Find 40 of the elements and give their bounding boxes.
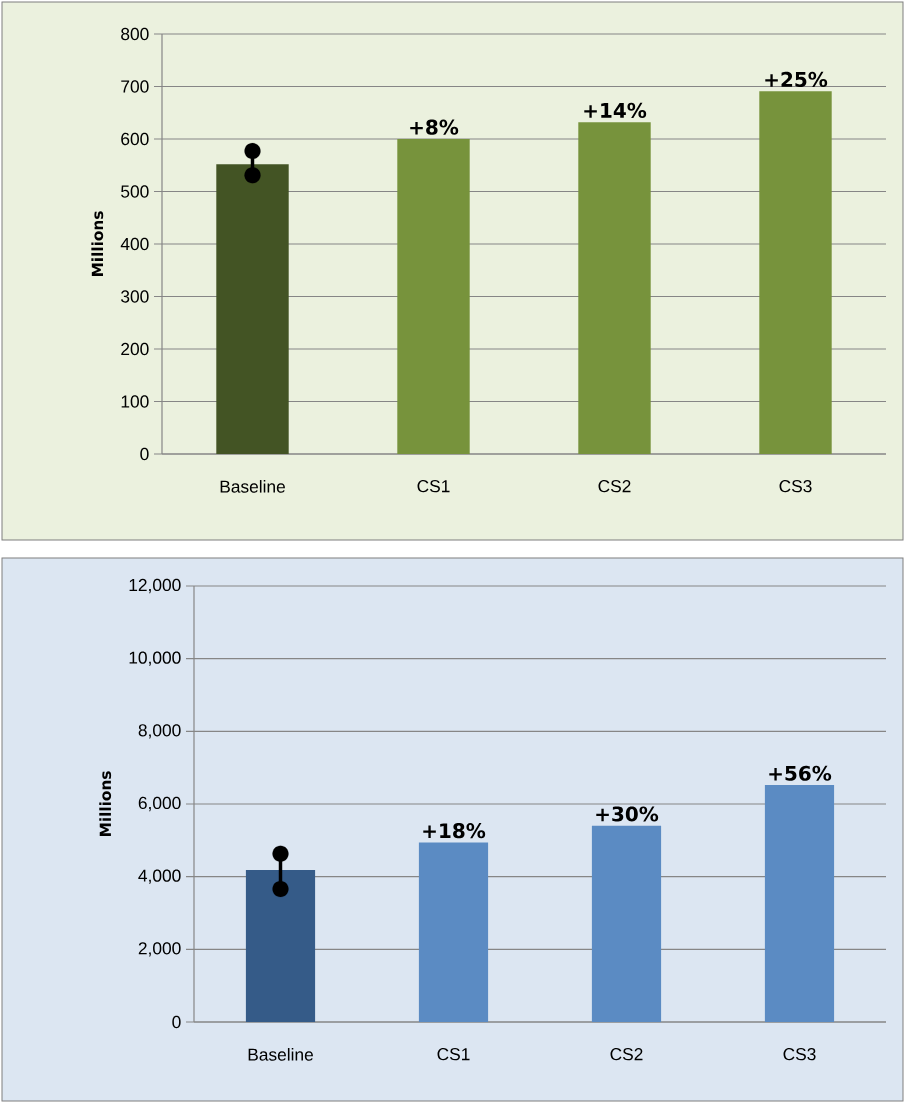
- y-tick-label: 200: [121, 342, 149, 356]
- y-tick-label: 700: [121, 80, 149, 93]
- x-tick-label: CS3: [783, 1048, 816, 1061]
- annotation: +56%: [769, 765, 832, 781]
- annotation: +14%: [584, 102, 647, 118]
- bar: [578, 122, 651, 454]
- y-tick-label: 6,000: [138, 796, 181, 812]
- annotation: +8%: [410, 119, 459, 135]
- y-tick-label: 600: [121, 132, 149, 146]
- y-tick-label: 10,000: [129, 651, 181, 666]
- bar: [245, 870, 316, 1022]
- x-tick-label: CS1: [437, 1048, 470, 1061]
- y-tick-label: 8,000: [138, 724, 181, 739]
- y-tick-label: 0: [172, 1015, 181, 1029]
- y-tick-label: 12,000: [129, 578, 181, 594]
- x-tick-label: CS2: [610, 1048, 643, 1061]
- y-axis-title: Millions: [99, 771, 112, 837]
- bar: [418, 842, 489, 1022]
- y-tick-label: 0: [140, 447, 149, 461]
- x-tick-label: CS2: [598, 480, 631, 493]
- x-tick-label: Baseline: [248, 1048, 313, 1061]
- bar: [216, 164, 289, 454]
- annotation: +30%: [596, 806, 659, 822]
- bar: [397, 139, 470, 454]
- x-tick-label: CS1: [417, 480, 450, 493]
- y-tick-label: 100: [121, 395, 149, 408]
- y-tick-label: 800: [121, 27, 149, 41]
- x-tick-label: Baseline: [220, 480, 285, 493]
- y-tick-label: 400: [120, 237, 149, 251]
- x-tick-label: CS3: [779, 480, 812, 493]
- y-tick-label: 4,000: [138, 869, 181, 884]
- bar: [759, 91, 832, 454]
- y-tick-label: 300: [121, 290, 149, 303]
- bar: [591, 825, 662, 1022]
- y-tick-label: 500: [121, 185, 149, 198]
- annotation: +25%: [765, 71, 828, 87]
- annotation: +18%: [423, 823, 486, 839]
- y-axis-title: Millions: [91, 211, 104, 277]
- bar: [764, 785, 835, 1022]
- y-tick-label: 2,000: [138, 942, 181, 957]
